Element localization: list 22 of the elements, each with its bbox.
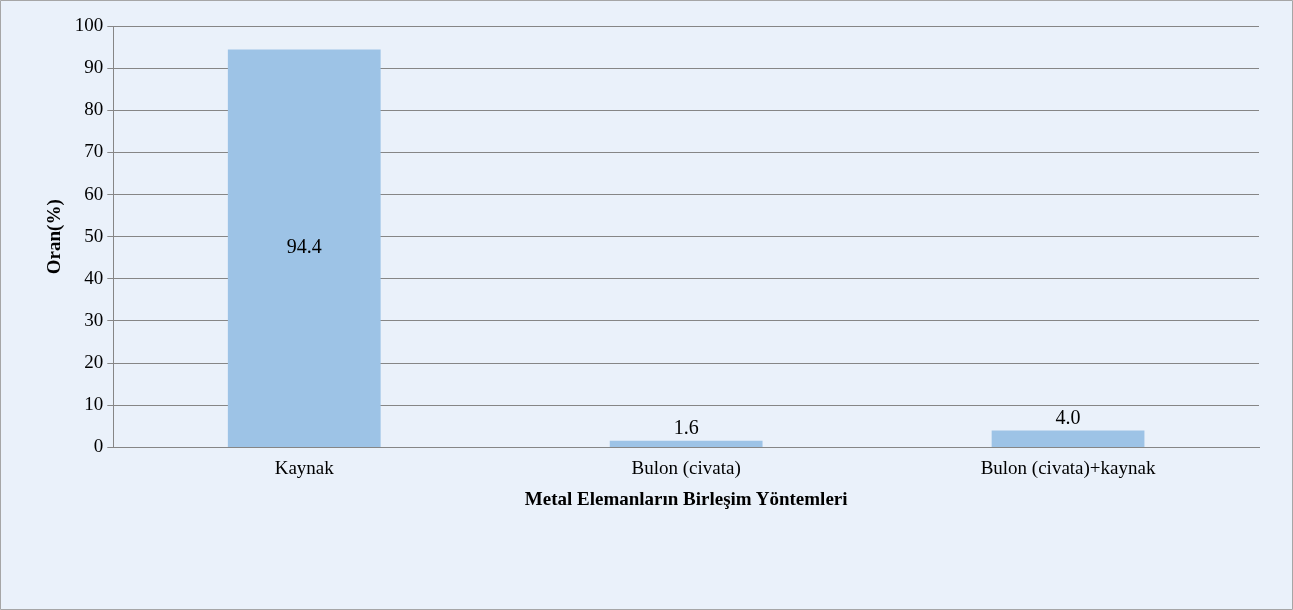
bar (609, 440, 763, 447)
x-axis-title: Metal Elemanların Birleşim Yöntemleri (524, 487, 848, 509)
y-tick-label: 100 (74, 13, 104, 35)
y-tick-label: 90 (84, 56, 104, 78)
bar (991, 430, 1145, 447)
x-tick-label: Kaynak (274, 456, 335, 478)
y-tick-label: 80 (84, 98, 104, 120)
y-tick-label: 60 (84, 182, 104, 204)
data-label: 94.4 (286, 235, 322, 258)
x-tick-label: Bulon (civata) (631, 456, 741, 479)
y-tick-label: 30 (84, 308, 104, 330)
y-axis-title: Oran(%) (43, 199, 66, 275)
y-tick-label: 10 (84, 393, 104, 415)
y-tick-label: 40 (84, 266, 104, 288)
y-tick-label: 70 (84, 140, 104, 162)
data-label: 1.6 (673, 415, 699, 438)
bar (227, 49, 381, 447)
y-tick-label: 0 (93, 435, 104, 457)
data-label: 4.0 (1055, 405, 1081, 428)
y-tick-label: 20 (84, 351, 104, 373)
x-tick-label: Bulon (civata)+kaynak (980, 456, 1156, 479)
y-tick-label: 50 (84, 224, 104, 246)
